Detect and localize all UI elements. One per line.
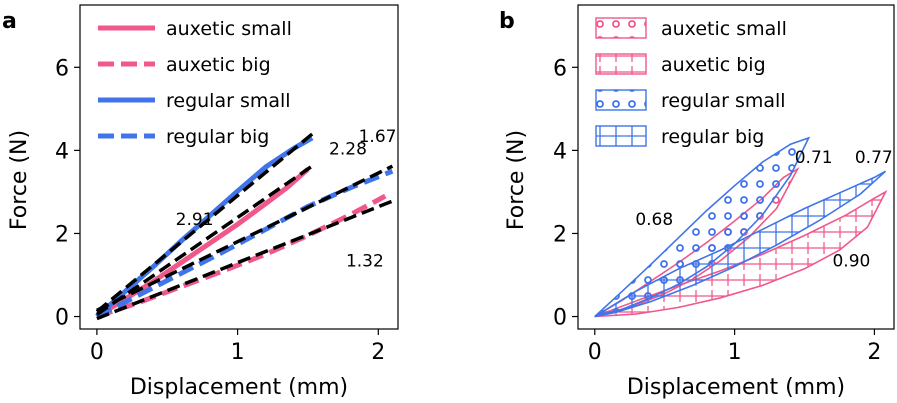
x-tick-label: 0 [588,340,602,365]
panel-label-a: a [2,9,17,34]
x-tick-label: 1 [728,340,742,365]
y-tick-label: 4 [55,139,69,164]
legend-label: regular big [166,126,269,148]
annotation-value: 1.32 [346,252,384,272]
panel-label-b: b [499,9,515,34]
annotation-value: 0.71 [795,148,833,168]
series-line-auxetic-big [96,193,387,319]
legend-label: auxetic small [166,18,292,40]
plot-area-b: 0.68 0.71 0.77 0.90 [594,136,893,318]
series-line-regular-big [95,168,394,319]
panel-a: a 2.91 2.281.67 1.32 0 1 2 0 2 4 6 Displacement … [2,4,399,400]
axes-frame-a [79,4,399,330]
y-tick-label: 2 [55,222,69,247]
legend-swatch-regular-small [595,89,647,111]
x-axis-label-a: Displacement (mm) [130,375,348,400]
x-tick-label: 2 [371,340,385,365]
annotation-value: 2.91 [176,210,214,230]
y-axis-label-b: Force (N) [504,130,529,230]
annotation-value: 0.77 [855,148,893,168]
y-tick-label: 0 [553,306,567,331]
x-tick-label: 2 [867,340,881,365]
x-tick-label: 1 [231,340,245,365]
axes-frame-b [577,4,895,330]
legend-swatch-regular-big [595,125,647,147]
y-tick-label: 6 [553,56,567,81]
loop-regular-big [594,170,887,318]
y-tick-label: 4 [553,139,567,164]
annotation-value: 0.68 [635,210,673,230]
legend-swatch-auxetic-big [595,53,647,75]
plot-area-a: 2.91 2.281.67 1.32 [95,127,397,321]
fit-line-3 [96,164,394,312]
fit-line-1 [95,130,317,313]
legend-label: auxetic big [166,54,271,76]
annotation-value: 0.90 [832,252,870,272]
legend-b: auxetic small auxetic big regular small reg… [595,17,787,148]
legend-label: auxetic big [661,54,766,76]
fit-line-4 [96,199,394,321]
legend-label: regular small [661,90,786,112]
annotation-value: 2.28 [329,140,367,160]
y-tick-label: 0 [55,306,69,331]
x-axis-label-b: Displacement (mm) [627,375,845,400]
fit-line-2 [95,165,312,316]
legend-a: auxetic small auxetic big regular small reg… [98,18,292,148]
legend-swatch-auxetic-small [595,17,647,39]
legend-label: regular big [661,126,764,148]
tick-group-b: 0 1 2 0 2 4 6 [553,56,881,365]
legend-label: regular small [166,90,291,112]
y-tick-label: 6 [55,56,69,81]
series-line-regular-small [95,135,314,319]
annotation-value: 1.67 [359,127,397,147]
y-axis-label-a: Force (N) [7,130,32,230]
panel-b: b 0.68 0.71 0.77 0.90 0 1 2 0 2 4 6 Displacement … [499,4,895,400]
tick-group-a: 0 1 2 0 2 4 6 [55,56,385,365]
legend-label: auxetic small [661,18,787,40]
y-tick-label: 2 [553,222,567,247]
x-tick-label: 0 [90,340,104,365]
